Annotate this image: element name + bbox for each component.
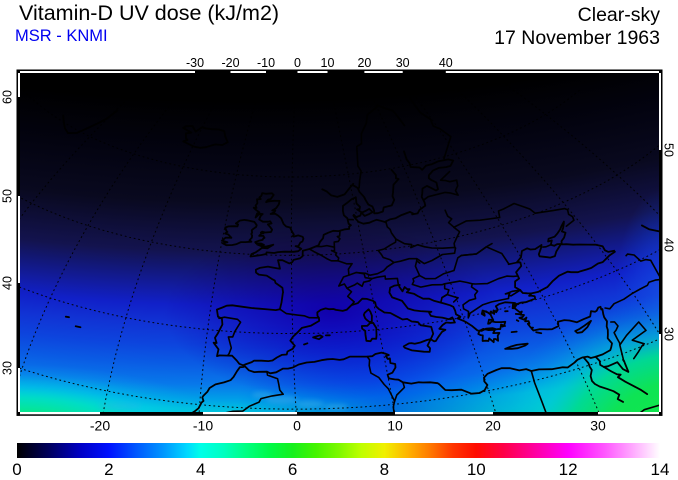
svg-text:50: 50 — [662, 143, 676, 157]
svg-text:20: 20 — [357, 56, 371, 70]
svg-text:40: 40 — [439, 56, 453, 70]
svg-text:-10: -10 — [257, 56, 275, 70]
svg-text:30: 30 — [590, 418, 606, 434]
svg-text:30: 30 — [396, 56, 410, 70]
svg-text:-20: -20 — [90, 418, 110, 434]
svg-text:40: 40 — [1, 276, 15, 290]
svg-text:-20: -20 — [221, 56, 239, 70]
svg-text:30: 30 — [662, 327, 676, 341]
svg-text:20: 20 — [485, 418, 501, 434]
svg-text:0: 0 — [293, 418, 301, 434]
svg-text:10: 10 — [387, 418, 403, 434]
svg-text:10: 10 — [321, 56, 335, 70]
svg-text:0: 0 — [294, 56, 301, 70]
svg-text:60: 60 — [1, 90, 15, 104]
svg-text:50: 50 — [1, 189, 15, 203]
svg-text:30: 30 — [1, 361, 15, 375]
svg-text:-10: -10 — [193, 418, 213, 434]
svg-text:40: 40 — [662, 238, 676, 252]
svg-text:-30: -30 — [186, 56, 204, 70]
